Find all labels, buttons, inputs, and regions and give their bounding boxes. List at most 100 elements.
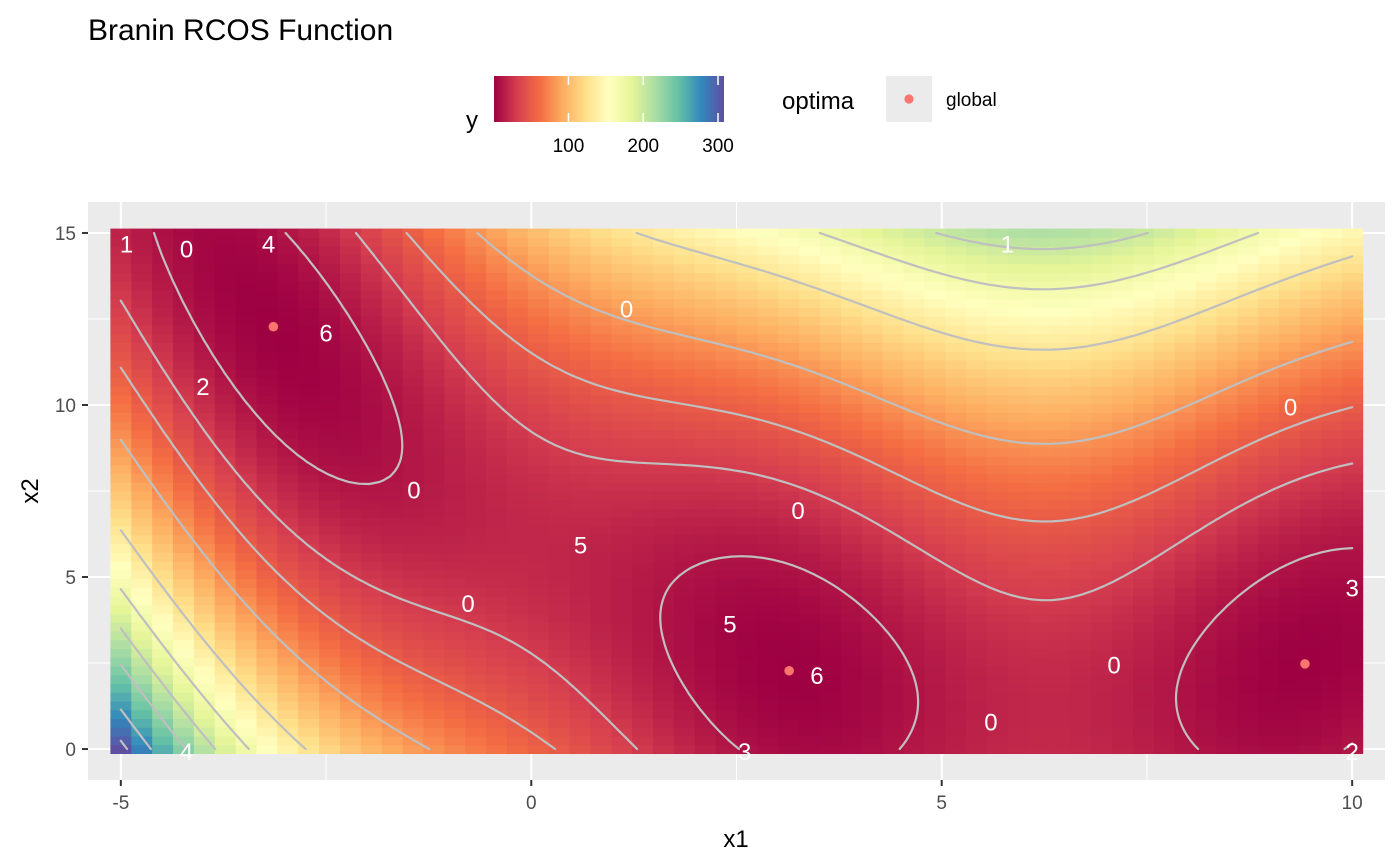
heatmap-tile [1174,464,1197,475]
heatmap-tile [1237,368,1259,378]
heatmap-tile [1237,735,1259,746]
heatmap-tile [465,622,487,632]
heatmap-tile [799,438,821,448]
heatmap-tile [1279,333,1301,343]
heatmap-tile [715,613,738,623]
heatmap-tile [444,473,466,483]
heatmap-tile [924,587,946,597]
heatmap-tile [799,263,821,273]
heatmap-tile [1112,587,1134,597]
heatmap-tile [945,709,967,720]
heatmap-tile [1091,473,1113,483]
heatmap-tile [715,316,738,326]
heatmap-tile [694,386,717,396]
contour-label: 2 [1345,739,1358,766]
heatmap-tile [819,718,842,728]
heatmap-tile [986,674,1009,685]
heatmap-tile [1320,674,1343,685]
heatmap-tile [1299,377,1322,387]
heatmap-tile [173,683,195,693]
heatmap-tile [736,735,758,746]
heatmap-tile [173,491,195,501]
heatmap-tile [611,281,633,291]
heatmap-tile [548,744,571,755]
heatmap-tile [778,657,800,667]
heatmap-tile [319,569,341,580]
heatmap-tile [486,289,508,300]
heatmap-tile [1153,456,1176,466]
heatmap-tile [924,307,946,317]
heatmap-tile [986,473,1009,483]
heatmap-tile [1237,228,1259,238]
heatmap-tile [778,228,800,238]
heatmap-tile [882,456,905,466]
heatmap-tile [1112,307,1134,317]
heatmap-tile [1258,560,1280,571]
heatmap-tile [506,622,529,632]
heatmap-tile [423,648,445,658]
fill-legend-tick-label: 300 [702,136,734,157]
heatmap-tile [1174,595,1197,606]
heatmap-tile [569,718,592,728]
heatmap-tile [193,569,216,580]
heatmap-tile [527,543,550,553]
heatmap-tile [131,735,153,746]
heatmap-tile [861,709,884,720]
heatmap-tile [569,237,592,247]
heatmap-tile [653,674,675,685]
heatmap-tile [256,491,278,501]
heatmap-tile [486,727,508,737]
heatmap-tile [966,744,988,755]
heatmap-tile [1028,394,1051,405]
heatmap-tile [903,744,925,755]
heatmap-tile [256,351,278,361]
heatmap-tile [1091,342,1113,352]
heatmap-tile [527,368,550,378]
heatmap-tile [757,595,779,606]
heatmap-tile [319,525,341,536]
heatmap-tile [945,412,967,422]
heatmap-tile [381,543,404,553]
contour-line [119,231,1354,751]
heatmap-tile [235,700,258,711]
heatmap-tile [1007,482,1030,492]
heatmap-tile [1195,499,1218,510]
heatmap-tile [548,342,571,352]
heatmap-tile [1279,543,1301,553]
heatmap-tile [966,508,988,518]
heatmap-tile [465,482,487,492]
heatmap-tile [423,482,445,492]
heatmap-tile [986,254,1009,265]
heatmap-tile [465,316,487,326]
heatmap-tile [277,237,299,247]
heatmap-tile [632,718,654,728]
heatmap-tile [486,473,508,483]
heatmap-tile [653,648,675,658]
heatmap-tile [819,569,842,580]
heatmap-tile [694,456,717,466]
contour-label: 1 [1001,231,1014,258]
heatmap-tile [882,228,905,238]
heatmap-tile [653,386,675,396]
heatmap-tile [1258,228,1280,238]
heatmap-tile [694,351,717,361]
heatmap-tile [903,727,925,737]
heatmap-tile [235,491,258,501]
heatmap-tile [1028,700,1051,711]
heatmap-tile [611,324,633,335]
heatmap-tile [465,560,487,571]
heatmap-tile [1153,368,1176,378]
heatmap-tile [1279,473,1301,483]
heatmap-tile [1112,709,1134,720]
heatmap-tile [1133,307,1155,317]
heatmap-tile [360,333,383,343]
heatmap-tile [339,534,362,545]
heatmap-tile [131,630,153,641]
heatmap-tile [402,246,425,256]
heatmap-tile [903,552,925,562]
heatmap-tile [131,438,153,448]
heatmap-tile [861,359,884,370]
heatmap-tile [903,499,925,510]
heatmap-tile [819,316,842,326]
heatmap-tile [1299,543,1322,553]
